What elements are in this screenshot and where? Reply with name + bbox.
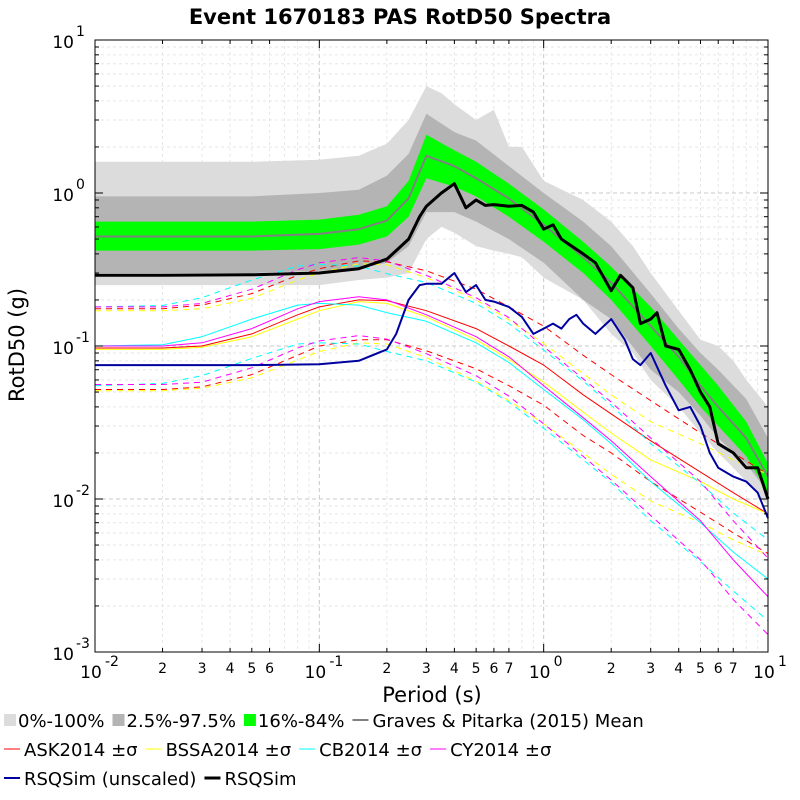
x-minor-tick-label: 6 [265, 661, 274, 677]
x-tick-label: 10 [753, 663, 775, 683]
x-minor-tick-label: 4 [450, 661, 459, 677]
y-tick-exponent: -1 [76, 330, 90, 346]
legend-label-graves-pitarka-2015-mean: Graves & Pitarka (2015) Mean [372, 711, 643, 732]
series-line-cb2014 [94, 263, 769, 541]
chart-title: Event 1670183 PAS RotD50 Spectra [189, 5, 611, 29]
series-line-bssa2014 [95, 263, 769, 475]
band-2-5-97-5- [95, 113, 768, 493]
y-tick-exponent: -2 [76, 483, 90, 499]
x-minor-tick-label: 2 [158, 661, 167, 677]
y-tick-label: 10 [52, 492, 74, 512]
x-tick-exponent: -2 [105, 654, 119, 670]
x-minor-tick-label: 3 [198, 661, 207, 677]
series-line-bssa2014 [95, 301, 769, 515]
x-minor-tick-label: 7 [504, 661, 513, 677]
bands [95, 86, 768, 506]
x-minor-tick-label: 5 [472, 661, 481, 677]
legend-swatch-0-100 [4, 714, 16, 726]
series-line-cy2014 [95, 335, 769, 635]
legend-swatch-2-5-97-5 [112, 714, 125, 726]
y-tick-label: 10 [52, 645, 74, 665]
series-line-rsqsim-unscaled [95, 272, 769, 519]
series-line-cy2014 [95, 296, 769, 598]
y-tick-label: 10 [52, 339, 74, 359]
y-tick-exponent: -3 [76, 636, 90, 652]
legend-label-2-5-97-5: 2.5%-97.5% [127, 711, 236, 732]
x-minor-tick-label: 3 [422, 661, 431, 677]
x-tick-exponent: 0 [554, 654, 563, 670]
x-minor-tick-label: 4 [674, 661, 683, 677]
legend-label-rsqsim: RSQSim [224, 769, 296, 790]
legend-label-bssa2014: BSSA2014 ±σ [166, 740, 292, 761]
x-tick-label: 10 [305, 663, 327, 683]
x-minor-tick-label: 5 [696, 661, 705, 677]
series-line-cb2014 [94, 342, 769, 622]
band-0-100- [95, 86, 768, 506]
legend-label-cb2014: CB2014 ±σ [319, 740, 422, 761]
y-tick-label: 10 [52, 33, 74, 53]
series-line-ask2014 [95, 260, 769, 475]
series-lines [94, 154, 770, 635]
x-tick-label: 10 [80, 663, 102, 683]
legend-label-ask2014: ASK2014 ±σ [24, 740, 138, 761]
series-line-rsqsim [95, 182, 770, 500]
x-axis-title: Period (s) [382, 683, 481, 707]
legend-swatch-16-84 [243, 714, 256, 726]
x-minor-tick-label: 6 [714, 661, 723, 677]
series-line-cy2014 [95, 257, 769, 559]
series-line-bssa2014 [95, 342, 769, 556]
x-minor-tick-label: 6 [489, 661, 498, 677]
band-16-84- [95, 134, 768, 493]
x-minor-tick-label: 7 [729, 661, 738, 677]
x-minor-tick-label: 3 [646, 661, 655, 677]
series-line-ask2014 [95, 299, 769, 515]
legend-label-rsqsim-unscaled: RSQSim (unscaled) [24, 769, 196, 790]
legend-label-cy2014: CY2014 ±σ [450, 740, 551, 761]
x-tick-exponent: 1 [778, 654, 787, 670]
x-minor-tick-label: 5 [247, 661, 256, 677]
y-tick-label: 10 [52, 186, 74, 206]
x-minor-tick-label: 2 [382, 661, 391, 677]
legend-label-0-100: 0%-100% [18, 711, 105, 732]
y-axis-title: RotD50 (g) [5, 288, 29, 402]
x-minor-tick-label: 4 [226, 661, 235, 677]
legend-label-16-84: 16%-84% [258, 711, 345, 732]
y-tick-exponent: 1 [76, 24, 85, 40]
x-tick-label: 10 [529, 663, 551, 683]
x-tick-exponent: -1 [329, 654, 343, 670]
series-line-ask2014 [95, 339, 769, 555]
x-minor-tick-label: 2 [607, 661, 616, 677]
series-line-cb2014 [94, 302, 769, 580]
legend: 0%-100% 2.5%-97.5% 16%-84% Graves & Pitarka… [4, 711, 644, 790]
y-tick-exponent: 0 [76, 177, 85, 193]
